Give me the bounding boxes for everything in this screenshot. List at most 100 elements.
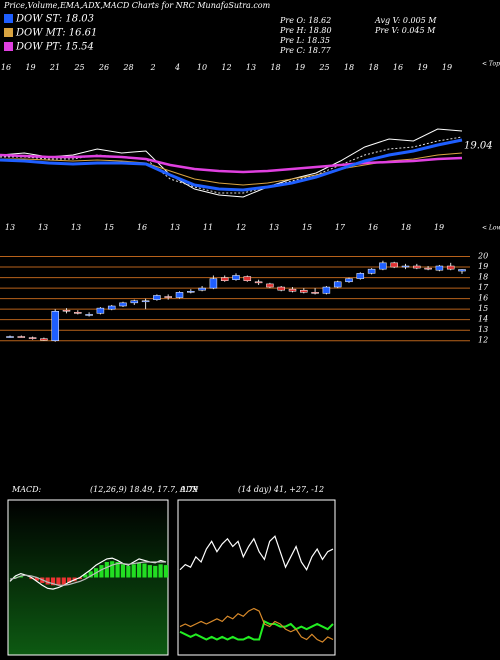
y-tick-label: 17 <box>478 283 489 292</box>
date-label: 4 <box>174 63 180 72</box>
date-label: 19 <box>417 63 427 72</box>
line-series <box>0 136 463 194</box>
candle-body <box>435 265 444 271</box>
candle-body <box>17 336 26 338</box>
histogram-bar <box>83 574 88 578</box>
candle-body <box>390 262 398 268</box>
date-label: 18 <box>270 63 280 72</box>
candle-body <box>333 281 342 288</box>
candle-body <box>130 300 139 304</box>
candle-body <box>164 296 172 298</box>
date-label: 25 <box>318 63 329 72</box>
legend-swatch <box>4 14 13 23</box>
date-label: 15 <box>104 223 114 232</box>
candle-body <box>62 309 71 312</box>
histogram-bar <box>13 576 18 578</box>
date-label: 16 <box>393 63 403 72</box>
date-label: 13 <box>269 223 279 232</box>
y-tick-label: 18 <box>478 273 488 282</box>
histogram-bar <box>142 563 147 578</box>
info: Pre H: 18.80 <box>279 26 332 35</box>
candle-body <box>277 286 285 291</box>
candle-body <box>51 311 59 341</box>
line-series <box>0 153 463 174</box>
date-label: 13 <box>170 223 180 232</box>
line-series <box>179 535 334 572</box>
adx-panel <box>177 499 336 656</box>
date-label: 2 <box>149 63 155 72</box>
date-label: 12 <box>236 223 246 232</box>
date-label: 19 <box>434 223 444 232</box>
panel-title: ADX <box>179 485 198 494</box>
histogram-bar <box>147 565 152 578</box>
candle-body <box>187 291 195 293</box>
candle-body <box>288 288 297 292</box>
candle-body <box>85 314 93 316</box>
date-label: 13 <box>71 223 81 232</box>
date-label: 12 <box>221 63 231 72</box>
histogram-bar <box>88 571 93 578</box>
histogram-bar <box>153 565 158 578</box>
histogram-bar <box>120 564 126 578</box>
caption: < Tops <box>482 61 500 68</box>
y-tick-label: 20 <box>477 252 488 261</box>
y-tick-label: 15 <box>478 304 488 313</box>
histogram-bar <box>131 564 136 578</box>
date-label: 16 <box>137 223 147 232</box>
date-label: 13 <box>5 223 15 232</box>
histogram-bar <box>158 564 163 578</box>
histogram-bar <box>77 577 83 580</box>
histogram-bar <box>56 577 61 586</box>
date-label: 17 <box>335 223 346 232</box>
histogram-bar <box>126 565 131 578</box>
candle-body <box>311 292 319 294</box>
date-label: 21 <box>49 63 60 72</box>
info: Pre O: 18.62 <box>279 16 331 25</box>
histogram-bar <box>29 577 34 580</box>
candle-body <box>401 265 410 268</box>
date-label: 28 <box>122 63 133 72</box>
date-label: 18 <box>344 63 354 72</box>
date-label: 25 <box>73 63 84 72</box>
candle-body <box>28 337 37 339</box>
histogram-bar <box>104 562 109 578</box>
histogram-bar <box>115 562 120 578</box>
histogram-bar <box>45 577 50 585</box>
candle-body <box>446 265 455 270</box>
y-tick-label: 12 <box>478 336 488 345</box>
legend-swatch <box>4 28 13 37</box>
candle-body <box>107 305 116 310</box>
candle-body <box>413 265 421 269</box>
histogram-bar <box>163 565 169 578</box>
legend-entry: DOW MT: 16.61 <box>15 28 97 39</box>
y-tick-label: 19 <box>478 262 488 271</box>
date-label: 13 <box>38 223 48 232</box>
info: Avg V: 0.005 M <box>374 16 437 25</box>
candle-body <box>198 287 206 291</box>
candle-body <box>96 307 105 314</box>
date-label: 16 <box>368 223 378 232</box>
info: Pre L: 18.35 <box>279 36 330 45</box>
histogram-bar <box>110 561 115 578</box>
line-series <box>179 607 334 643</box>
candle-body <box>322 286 331 294</box>
candle-body <box>254 281 263 284</box>
info: Pre V: 0.045 M <box>374 26 436 35</box>
date-label: 19 <box>295 63 305 72</box>
candle-body <box>266 283 274 288</box>
date-label: 19 <box>442 63 452 72</box>
candle-body <box>119 302 127 307</box>
candle-body <box>209 278 218 289</box>
legend-entry: DOW PT: 15.54 <box>15 42 94 53</box>
candle-body <box>356 273 365 279</box>
line-series <box>179 619 334 641</box>
candle-body <box>458 269 466 272</box>
date-label: 26 <box>98 63 109 72</box>
info: Pre C: 18.77 <box>279 46 332 55</box>
caption: < Lows <box>482 225 500 232</box>
date-label: 10 <box>197 63 207 72</box>
legend-entry: DOW ST: 18.03 <box>15 14 94 25</box>
legend-swatch <box>4 42 13 51</box>
panel-subtitle: (14 day) 41, +27, -12 <box>238 485 324 494</box>
